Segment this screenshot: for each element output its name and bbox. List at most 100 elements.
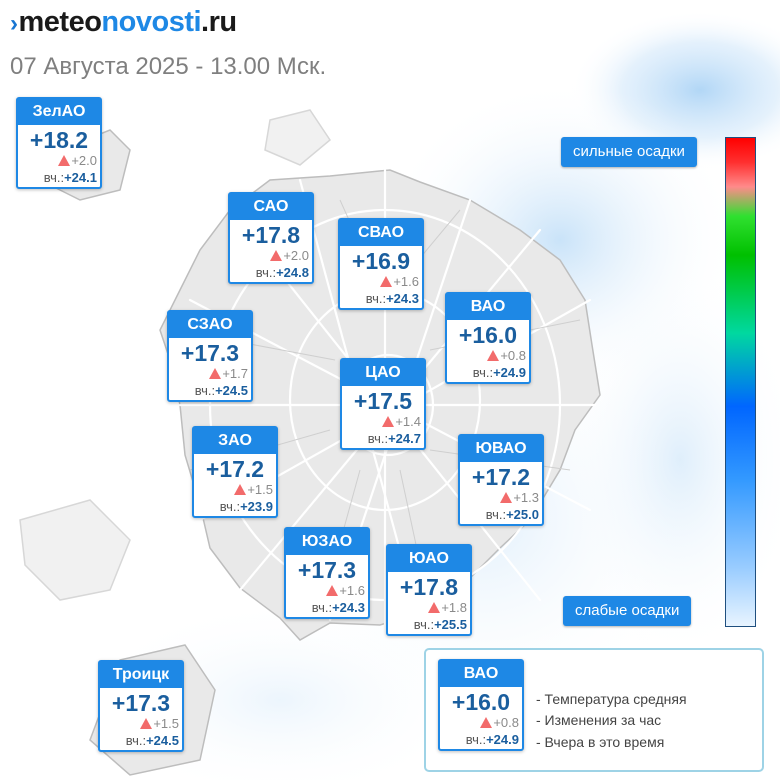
district-card-vao: ВАО +16.0 +0.8 вч.:+24.9 [445,292,531,384]
yesterday-temperature: вч.:+24.5 [100,732,182,750]
logo-part-meteo: meteo [18,6,102,38]
legend-label-light: слабые осадки [563,596,692,626]
district-card-cao: ЦАО +17.5 +1.4 вч.:+24.7 [340,358,426,450]
date-time-subtitle: 07 Августа 2025 - 13.00 Мск. [10,53,327,80]
yesterday-label: вч.: [255,265,277,280]
hourly-change: +1.5 [100,716,182,732]
site-logo[interactable]: ›meteonovosti.ru [10,6,237,39]
yesterday-temperature: вч.:+24.8 [230,264,312,282]
yesterday-temperature: вч.:+24.7 [342,430,424,448]
average-temperature: +17.8 [399,574,459,600]
district-name: САО [230,194,312,220]
yesterday-label: вч.: [311,600,333,615]
district-card-zelao: ЗелАО +18.2 +2.0 вч.:+24.1 [16,97,102,189]
hourly-change: +1.3 [460,490,542,506]
yesterday-value: +24.1 [64,170,97,185]
yesterday-value: +25.0 [506,507,539,522]
key-line-change: - Изменения за час [536,712,662,728]
yesterday-temperature: вч.:+25.0 [460,506,542,524]
hourly-change: +1.6 [286,583,368,599]
change-value: +2.0 [283,248,309,263]
yesterday-value: +24.5 [215,383,248,398]
district-name: СВАО [340,220,422,246]
district-card-yuvao: ЮВАО +17.2 +1.3 вч.:+25.0 [458,434,544,526]
average-temperature: +17.8 [241,222,301,248]
hourly-change: +0.8 [447,348,529,364]
trend-up-icon [209,368,222,379]
average-temperature: +17.3 [111,690,171,716]
average-temperature: +17.3 [180,340,240,366]
yesterday-temperature: вч.:+24.5 [169,382,251,400]
yesterday-value: +24.9 [486,732,519,747]
logo-part-domain: .ru [201,6,237,38]
yesterday-temperature: вч.:+24.9 [447,364,529,382]
average-temperature: +16.0 [451,689,511,715]
yesterday-temperature: вч.:+24.9 [440,731,522,749]
district-card-sao: САО +17.8 +2.0 вч.:+24.8 [228,192,314,284]
yesterday-label: вч.: [125,733,147,748]
change-value: +1.7 [222,366,248,381]
change-value: +1.6 [339,583,365,598]
district-card-yuzao: ЮЗАО +17.3 +1.6 вч.:+24.3 [284,527,370,619]
trend-up-icon [480,717,493,728]
yesterday-value: +24.7 [388,431,421,446]
yesterday-label: вч.: [194,383,216,398]
yesterday-label: вч.: [485,507,507,522]
district-card-yuao: ЮАО +17.8 +1.8 вч.:+25.5 [386,544,472,636]
district-name: ЗелАО [18,99,100,125]
district-card-svao: СВАО +16.9 +1.6 вч.:+24.3 [338,218,424,310]
district-card-zao: ЗАО +17.2 +1.5 вч.:+23.9 [192,426,278,518]
trend-up-icon [382,416,395,427]
key-sample-card: ВАО +16.0 +0.8 вч.:+24.9 [438,659,524,751]
yesterday-temperature: вч.:+24.3 [340,290,422,308]
trend-up-icon [428,602,441,613]
hourly-change: +1.8 [388,600,470,616]
average-temperature: +17.2 [205,456,265,482]
average-temperature: +16.0 [458,322,518,348]
yesterday-value: +24.3 [386,291,419,306]
district-name: ВАО [440,661,522,687]
trend-up-icon [140,718,153,729]
yesterday-value: +24.3 [332,600,365,615]
yesterday-label: вч.: [472,365,494,380]
hourly-change: +1.6 [340,274,422,290]
hourly-change: +0.8 [440,715,522,731]
district-name: ВАО [447,294,529,320]
change-value: +1.4 [395,414,421,429]
district-name: ЮАО [388,546,470,572]
district-name: СЗАО [169,312,251,338]
yesterday-label: вч.: [219,499,241,514]
change-value: +1.5 [153,716,179,731]
trend-up-icon [270,250,283,261]
trend-up-icon [326,585,339,596]
logo-mark-icon: › [10,10,18,37]
yesterday-value: +24.5 [146,733,179,748]
change-value: +2.0 [71,153,97,168]
yesterday-temperature: вч.:+24.3 [286,599,368,617]
yesterday-value: +25.5 [434,617,467,632]
district-card-troitsk: Троицк +17.3 +1.5 вч.:+24.5 [98,660,184,752]
hourly-change: +1.5 [194,482,276,498]
logo-part-novosti: novosti [101,6,202,38]
change-value: +1.5 [247,482,273,497]
trend-up-icon [380,276,393,287]
trend-up-icon [500,492,513,503]
trend-up-icon [58,155,71,166]
key-line-temperature: - Температура средняя [536,691,687,707]
yesterday-value: +24.8 [276,265,309,280]
yesterday-temperature: вч.:+24.1 [18,169,100,187]
change-value: +0.8 [493,715,519,730]
change-value: +1.6 [393,274,419,289]
precipitation-scale-bar [725,137,756,627]
yesterday-temperature: вч.:+23.9 [194,498,276,516]
yesterday-label: вч.: [43,170,65,185]
yesterday-value: +24.9 [493,365,526,380]
yesterday-label: вч.: [413,617,435,632]
hourly-change: +2.0 [18,153,100,169]
change-value: +1.8 [441,600,467,615]
hourly-change: +2.0 [230,248,312,264]
change-value: +1.3 [513,490,539,505]
trend-up-icon [487,350,500,361]
legend-label-heavy: сильные осадки [561,137,697,167]
yesterday-label: вч.: [365,291,387,306]
